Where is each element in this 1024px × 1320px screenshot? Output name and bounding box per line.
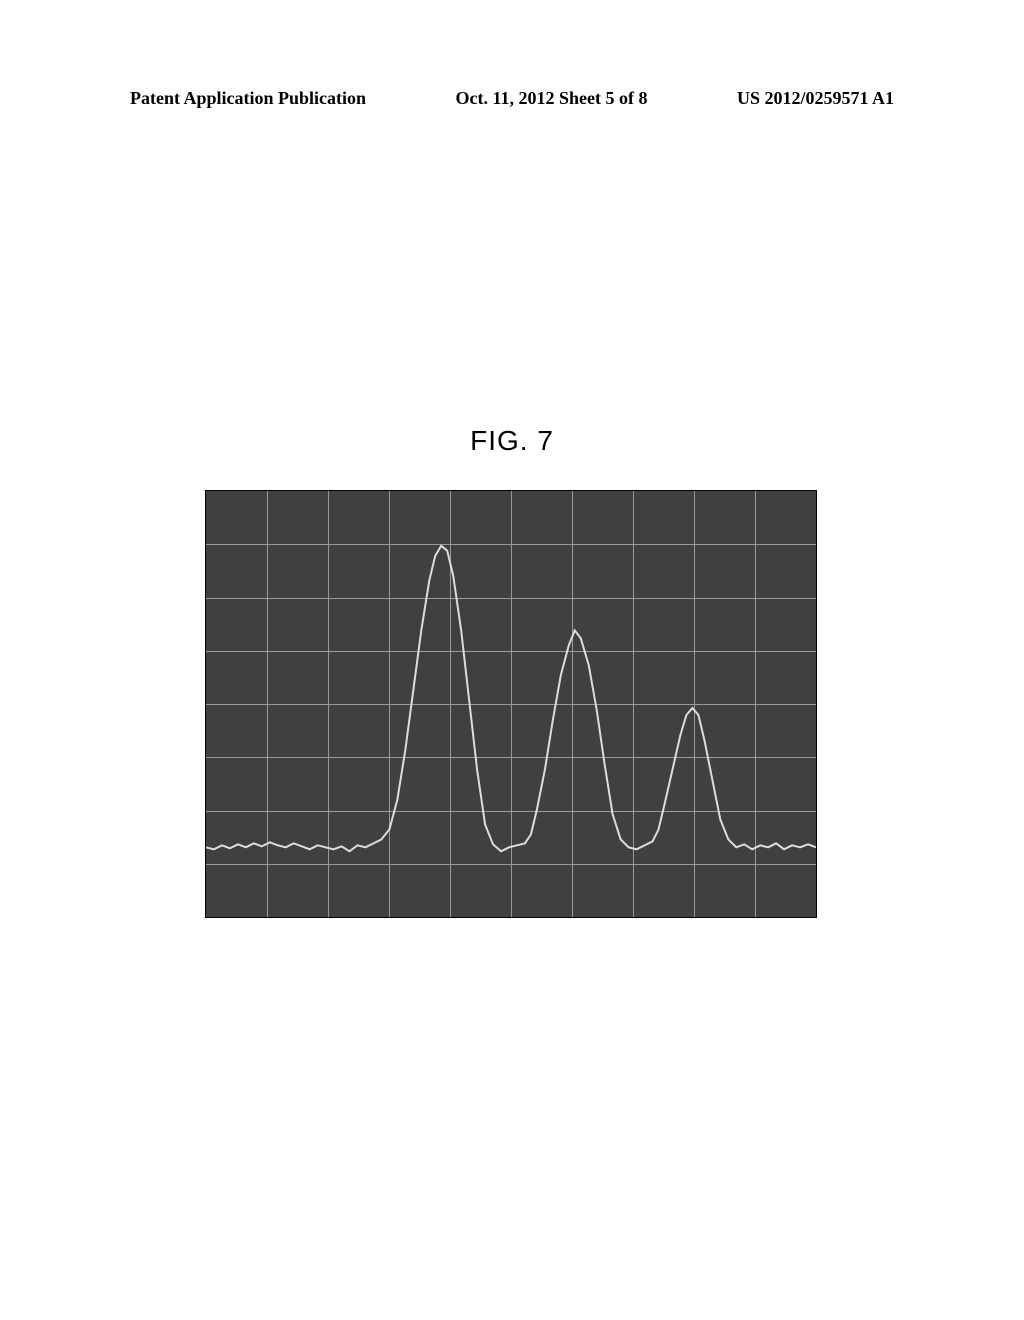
waveform-trace	[206, 491, 816, 917]
header-left-text: Patent Application Publication	[130, 88, 366, 109]
figure-label: FIG. 7	[0, 425, 1024, 457]
header-right-text: US 2012/0259571 A1	[737, 88, 894, 109]
oscilloscope-display	[205, 490, 817, 918]
page-header: Patent Application Publication Oct. 11, …	[0, 88, 1024, 109]
header-center-text: Oct. 11, 2012 Sheet 5 of 8	[456, 88, 648, 109]
